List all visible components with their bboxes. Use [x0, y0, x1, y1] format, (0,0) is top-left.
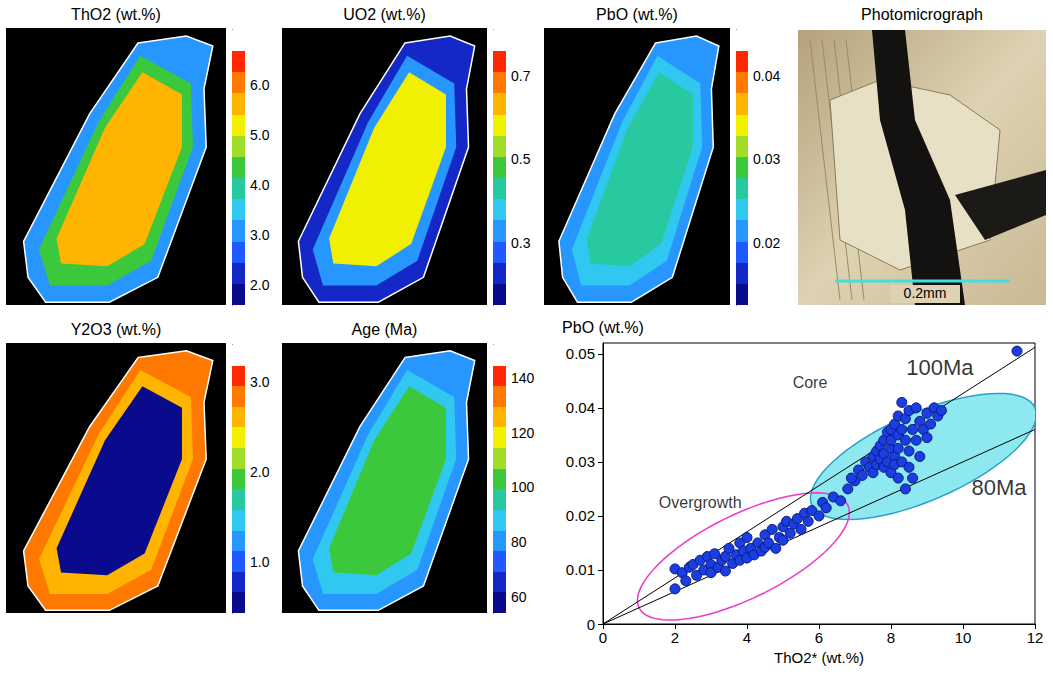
- svg-text:1.0: 1.0: [250, 554, 270, 570]
- svg-text:60: 60: [511, 589, 527, 605]
- svg-text:0.7: 0.7: [511, 68, 531, 84]
- svg-text:0.5: 0.5: [511, 151, 531, 167]
- svg-text:Y2O3 (wt.%): Y2O3 (wt.%): [71, 321, 162, 338]
- svg-text:6: 6: [815, 629, 823, 646]
- svg-text:2: 2: [671, 629, 679, 646]
- svg-text:0.2mm: 0.2mm: [904, 285, 947, 301]
- svg-text:0.3: 0.3: [511, 235, 531, 251]
- svg-text:0.02: 0.02: [753, 235, 780, 251]
- svg-text:0: 0: [587, 616, 595, 633]
- svg-text:100Ma: 100Ma: [906, 355, 974, 380]
- svg-text:0.02: 0.02: [566, 507, 595, 524]
- svg-text:0.01: 0.01: [566, 561, 595, 578]
- svg-text:4.0: 4.0: [250, 177, 270, 193]
- svg-text:ThO2 (wt.%): ThO2 (wt.%): [71, 6, 161, 23]
- svg-text:0.04: 0.04: [753, 68, 780, 84]
- svg-text:0.03: 0.03: [566, 453, 595, 470]
- svg-text:10: 10: [955, 629, 972, 646]
- svg-text:8: 8: [887, 629, 895, 646]
- svg-text:120: 120: [511, 425, 535, 441]
- svg-text:0.04: 0.04: [566, 399, 595, 416]
- svg-text:Overgrowth: Overgrowth: [659, 494, 742, 511]
- svg-text:0.05: 0.05: [566, 345, 595, 362]
- svg-text:PbO (wt.%): PbO (wt.%): [562, 319, 644, 336]
- svg-text:100: 100: [511, 479, 535, 495]
- svg-text:ThO2* (wt.%): ThO2* (wt.%): [774, 649, 864, 666]
- svg-text:Core: Core: [793, 374, 828, 391]
- svg-text:UO2 (wt.%): UO2 (wt.%): [343, 6, 426, 23]
- svg-text:3.0: 3.0: [250, 374, 270, 390]
- svg-text:2.0: 2.0: [250, 277, 270, 293]
- svg-text:Photomicrograph: Photomicrograph: [861, 6, 983, 23]
- svg-text:0: 0: [599, 629, 607, 646]
- svg-text:5.0: 5.0: [250, 127, 270, 143]
- svg-text:0.03: 0.03: [753, 151, 780, 167]
- svg-text:140: 140: [511, 370, 535, 386]
- svg-text:12: 12: [1027, 629, 1044, 646]
- svg-text:3.0: 3.0: [250, 227, 270, 243]
- svg-text:2.0: 2.0: [250, 464, 270, 480]
- svg-text:Age (Ma): Age (Ma): [352, 321, 418, 338]
- svg-text:80Ma: 80Ma: [971, 475, 1027, 500]
- svg-text:PbO (wt.%): PbO (wt.%): [596, 6, 678, 23]
- svg-text:6.0: 6.0: [250, 77, 270, 93]
- svg-text:80: 80: [511, 534, 527, 550]
- svg-text:4: 4: [743, 629, 751, 646]
